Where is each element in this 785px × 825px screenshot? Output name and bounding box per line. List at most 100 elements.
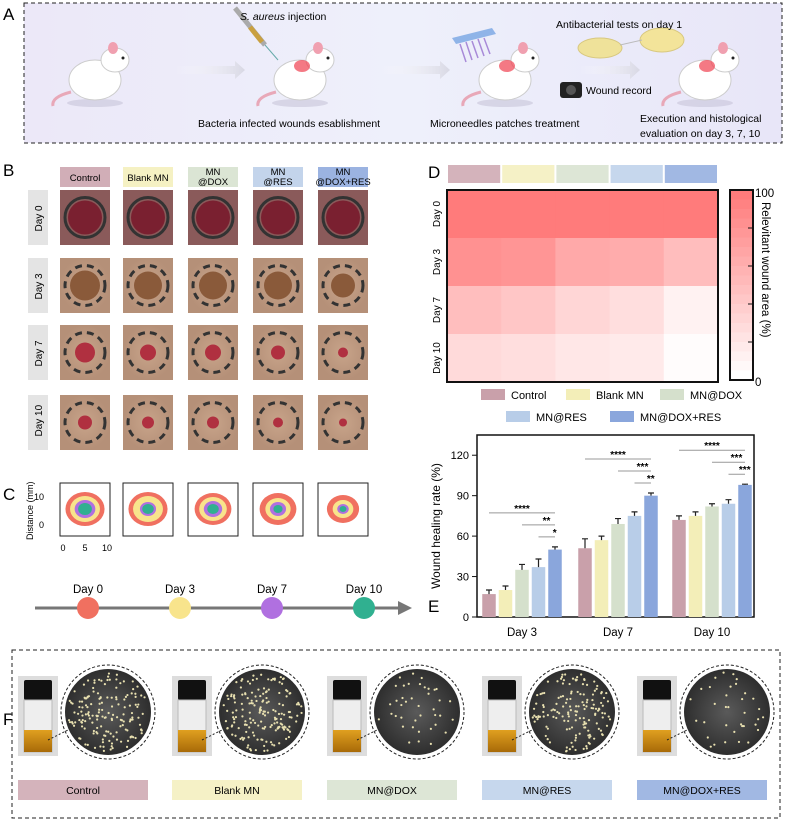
bacterial-colony (73, 711, 76, 714)
legend-swatch (566, 389, 590, 400)
bacterial-colony (553, 709, 556, 712)
bacterial-colony (555, 702, 558, 705)
c-ytick: 10 (34, 492, 44, 502)
bacterial-colony (119, 718, 122, 721)
bacterial-colony (729, 685, 732, 688)
bacterial-colony (115, 673, 118, 676)
wound-photo (188, 190, 238, 245)
culture-sample: Control (18, 664, 156, 800)
group-label-bg (18, 780, 148, 800)
group-label-bg (482, 780, 612, 800)
bacterial-colony (72, 724, 76, 727)
bacterial-colony (570, 741, 573, 744)
bacterial-colony (582, 703, 585, 707)
significance-label: ** (543, 516, 551, 527)
bacterial-colony (407, 682, 410, 686)
bacterial-colony (108, 739, 111, 742)
mouse-icon (461, 42, 540, 107)
bacterial-colony (248, 682, 252, 685)
bacterial-colony (568, 682, 571, 686)
bacterial-colony (535, 702, 538, 705)
error-bar (535, 558, 542, 568)
bacterial-colony (115, 696, 118, 699)
bacterial-colony (131, 716, 134, 719)
bacterial-colony (419, 714, 422, 717)
wound-record-label: Wound record (586, 85, 652, 97)
bacterial-colony (81, 706, 84, 709)
bacterial-colony (251, 678, 254, 682)
bacterial-colony (593, 680, 596, 683)
injection-label: S. aureus injection (240, 11, 327, 23)
vial-liquid (643, 730, 671, 752)
bacterial-colony (404, 700, 408, 703)
bacterial-colony (123, 698, 126, 701)
bacterial-colony (417, 704, 420, 708)
colorbar-segment (730, 285, 753, 295)
bacterial-colony (122, 720, 125, 723)
bacterial-colony (546, 727, 549, 730)
day-label: Day 0 (34, 205, 45, 232)
bacterial-colony (278, 681, 281, 684)
bacterial-colony (533, 720, 536, 723)
group-label: MN@RES (523, 785, 572, 797)
bacterial-colony (119, 740, 123, 743)
bacterial-colony (563, 719, 566, 722)
bacterial-colony (600, 701, 603, 705)
bacterial-colony (249, 721, 252, 724)
bacterial-colony (265, 701, 268, 704)
bacterial-colony (732, 673, 735, 676)
bacterial-colony (80, 721, 84, 724)
colorbar-segment (730, 266, 753, 276)
wound-trace-plot (187, 482, 239, 537)
bacterial-colony (92, 729, 95, 733)
bacterial-colony (714, 676, 717, 679)
bacterial-colony (101, 738, 104, 741)
bacterial-colony (587, 729, 590, 732)
bacterial-colony (561, 682, 565, 685)
bacterial-colony (258, 711, 261, 714)
bacterial-colony (241, 708, 244, 711)
bacterial-colony (583, 707, 586, 711)
bacterial-colony (590, 706, 593, 710)
bacterial-colony (531, 716, 534, 719)
bacterial-colony (111, 747, 114, 750)
bacterial-colony (432, 708, 435, 711)
bacterial-colony (91, 714, 94, 717)
bacterial-colony (71, 722, 74, 725)
bacterial-colony (107, 711, 110, 715)
bacterial-colony (115, 731, 118, 734)
bacterial-colony (263, 749, 266, 752)
bacterial-colony (271, 743, 274, 746)
antibacterial-label: Antibacterial tests on day 1 (556, 19, 682, 31)
bacterial-colony (231, 711, 234, 714)
bacterial-colony (227, 697, 230, 701)
bacterial-colony (233, 701, 237, 704)
bacterial-colony (101, 741, 105, 744)
bacterial-colony (95, 730, 98, 734)
bacterial-colony (254, 748, 257, 752)
bacterial-colony (287, 735, 290, 739)
legend-swatch (610, 411, 634, 422)
bacterial-colony (575, 705, 578, 708)
bacterial-colony (284, 726, 287, 729)
bacterial-colony (290, 716, 293, 719)
bacterial-colony (226, 727, 229, 730)
wound-photo-grid: Control Blank MNMN@DOXMN@RESMN@DOX+RESDay… (28, 167, 371, 450)
bacterial-colony (536, 693, 539, 697)
bacterial-colony (102, 745, 105, 748)
bacterial-colony (73, 690, 76, 693)
bacterial-colony (542, 704, 545, 707)
bacterial-colony (93, 679, 96, 682)
bacterial-colony (741, 724, 744, 728)
wound-photo (188, 395, 238, 450)
legend-label: MN@RES (536, 412, 587, 424)
bacterial-colony (727, 706, 730, 709)
bacterial-colony (296, 714, 299, 717)
day-label-bg (28, 258, 48, 313)
bacterial-colony (137, 703, 140, 706)
bacterial-colony (86, 743, 89, 746)
error-bar (615, 517, 621, 524)
y-tick-label: 30 (457, 572, 469, 584)
bacterial-colony (129, 718, 132, 721)
bacterial-colony (552, 715, 555, 718)
